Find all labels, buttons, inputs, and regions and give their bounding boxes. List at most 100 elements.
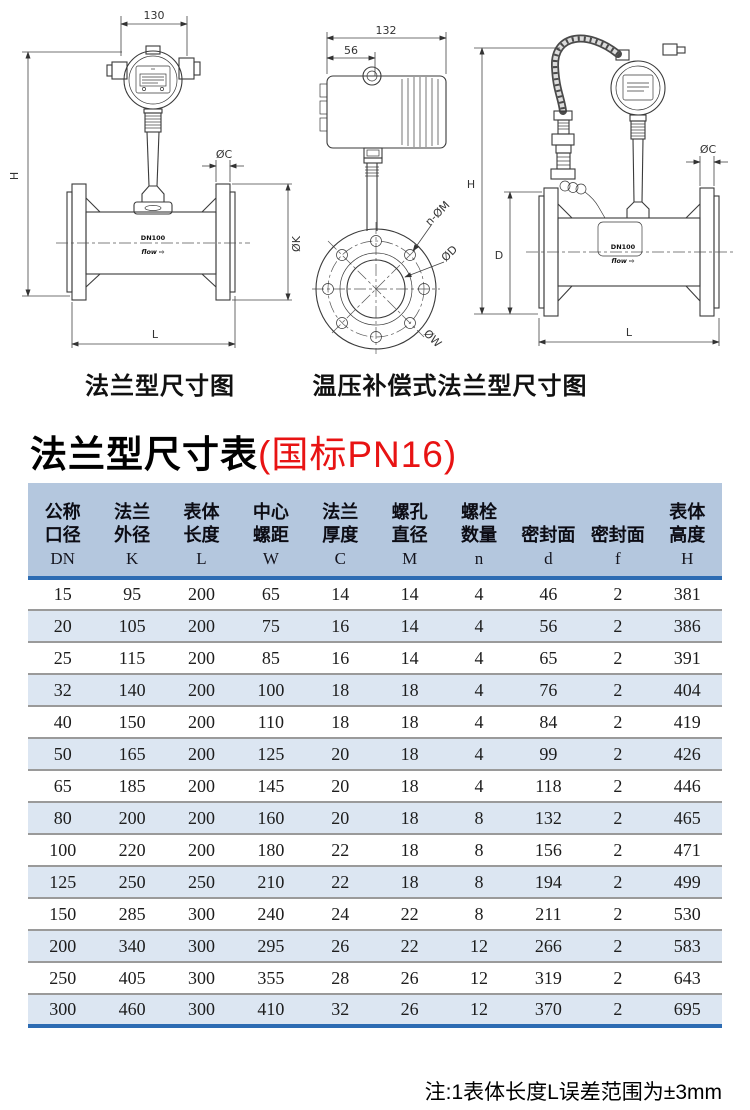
pipe-body: DN100 flow ⇨ <box>56 183 250 301</box>
table-cell: 250 <box>166 865 237 898</box>
table-cell: 24 <box>305 897 375 930</box>
flow-direction-label: flow ⇨ <box>611 257 635 265</box>
table-cell: 410 <box>236 993 306 1028</box>
table-cell: 446 <box>652 769 722 802</box>
flange-front-view <box>312 222 440 354</box>
table-cell: 20 <box>28 609 98 642</box>
table-cell: 200 <box>97 801 167 834</box>
table-cell: 460 <box>97 993 167 1028</box>
table-cell: 8 <box>444 897 514 930</box>
table-cell: 56 <box>513 609 584 642</box>
dim-oc: ØC <box>216 148 233 161</box>
table-cell: 20 <box>305 737 375 770</box>
compensated-type-drawing: DN100 flow ⇨ <box>460 16 745 358</box>
table-cell: 300 <box>166 897 237 930</box>
table-cell: 14 <box>331 584 350 604</box>
table-cell: 643 <box>652 961 722 994</box>
table-cell: 211 <box>513 897 584 930</box>
table-cell: 14 <box>400 584 419 604</box>
table-cell: 4 <box>444 705 514 738</box>
table-cell: 200 <box>166 833 237 866</box>
dim-od: ØD <box>439 243 460 264</box>
dim-132: 132 <box>376 24 397 37</box>
table-cell: 250 <box>28 961 98 994</box>
table-cell: 4 <box>474 584 484 604</box>
caption-flange-type: 法兰型尺寸图 <box>85 373 235 400</box>
table-cell: 25 <box>28 641 98 674</box>
column-header: 表体 高度 H <box>652 483 722 580</box>
table-cell: 160 <box>236 801 306 834</box>
table-cell: 426 <box>652 737 722 770</box>
flange-type-drawing: DN100 flow ⇨ 130 H ØC <box>8 4 308 362</box>
table-cell: 4 <box>444 673 514 706</box>
table-cell: 84 <box>513 705 584 738</box>
table-cell: 18 <box>374 769 445 802</box>
table-cell: 100 <box>28 833 98 866</box>
table-cell: 118 <box>513 769 584 802</box>
table-cell: 14 <box>374 609 445 642</box>
sensor-neck <box>133 108 173 215</box>
table-cell: 185 <box>97 769 167 802</box>
table-cell: 16 <box>305 641 375 674</box>
table-cell: 65 <box>28 769 98 802</box>
pipe-size-label: DN100 <box>141 234 166 242</box>
page-title-main: 法兰型尺寸表 <box>30 434 258 475</box>
table-cell: 340 <box>97 929 167 962</box>
table-cell: 250 <box>97 865 167 898</box>
table-row: 40 150 200 110 18 18 4 84 2 419 <box>28 705 722 738</box>
table-cell: 76 <box>513 673 584 706</box>
table-cell: 165 <box>97 737 167 770</box>
table-cell: 200 <box>187 584 215 604</box>
dim-n-om: n-ØM <box>423 199 453 229</box>
column-header: 密封面 d <box>513 483 584 580</box>
table-cell: 18 <box>374 673 445 706</box>
table-cell: 200 <box>166 801 237 834</box>
pipe-size-label: DN100 <box>611 243 636 251</box>
table-cell: 300 <box>166 961 237 994</box>
table-header: 公称 口径 DN 法兰 外径 K 表体 长度 L 中心 螺距 W 法兰 厚度 C 螺孔 直径 M 螺栓 数量 n 密封面 d… <box>28 483 722 580</box>
table-cell: 15 <box>53 584 72 604</box>
table-cell: 4 <box>444 737 514 770</box>
table-cell: 2 <box>583 673 653 706</box>
table-row: 150 285 300 240 24 22 8 211 2 530 <box>28 897 722 930</box>
table-cell: 2 <box>583 929 653 962</box>
table-cell: 295 <box>236 929 306 962</box>
table-cell: 471 <box>652 833 722 866</box>
table-cell: 405 <box>97 961 167 994</box>
table-row: 300 460 300 410 32 26 12 370 2 695 <box>28 993 722 1028</box>
column-header: 法兰 外径 K <box>97 483 167 580</box>
table-cell: 419 <box>652 705 722 738</box>
table-cell: 65 <box>513 641 584 674</box>
dim-ow: ØW <box>421 327 444 350</box>
table-cell: 240 <box>236 897 306 930</box>
table-cell: 16 <box>305 609 375 642</box>
table-cell: 2 <box>613 584 623 604</box>
table-cell: 80 <box>28 801 98 834</box>
table-cell: 2 <box>583 737 653 770</box>
dim-d: D <box>495 249 503 262</box>
table-cell: 266 <box>513 929 584 962</box>
table-row: 50 165 200 125 20 18 4 99 2 426 <box>28 737 722 770</box>
table-cell: 200 <box>166 705 237 738</box>
table-cell: 8 <box>444 865 514 898</box>
table-cell: 22 <box>305 865 375 898</box>
table-row: 80 200 200 160 20 18 8 132 2 465 <box>28 801 722 834</box>
column-header: 法兰 厚度 C <box>305 483 375 580</box>
table-row: 125 250 250 210 22 18 8 194 2 499 <box>28 865 722 898</box>
dim-l: L <box>152 328 159 341</box>
dimension-table: 公称 口径 DN 法兰 外径 K 表体 长度 L 中心 螺距 W 法兰 厚度 C 螺孔 直径 M 螺栓 数量 n 密封面 d… <box>28 483 722 1028</box>
table-cell: 28 <box>305 961 375 994</box>
table-cell: 200 <box>166 769 237 802</box>
column-header: 螺孔 直径 M <box>374 483 445 580</box>
table-cell: 125 <box>236 737 306 770</box>
table-cell: 18 <box>374 801 445 834</box>
table-cell: 95 <box>123 584 142 604</box>
middle-drawing-dimensions: 132 56 n-ØM ØD ØW <box>326 24 460 350</box>
pressure-hose-assembly <box>550 34 622 219</box>
table-row: 25 115 200 85 16 14 4 65 2 391 <box>28 641 722 674</box>
table-cell: 4 <box>444 769 514 802</box>
table-cell: 200 <box>166 641 237 674</box>
table-cell: 140 <box>97 673 167 706</box>
table-cell: 18 <box>374 705 445 738</box>
